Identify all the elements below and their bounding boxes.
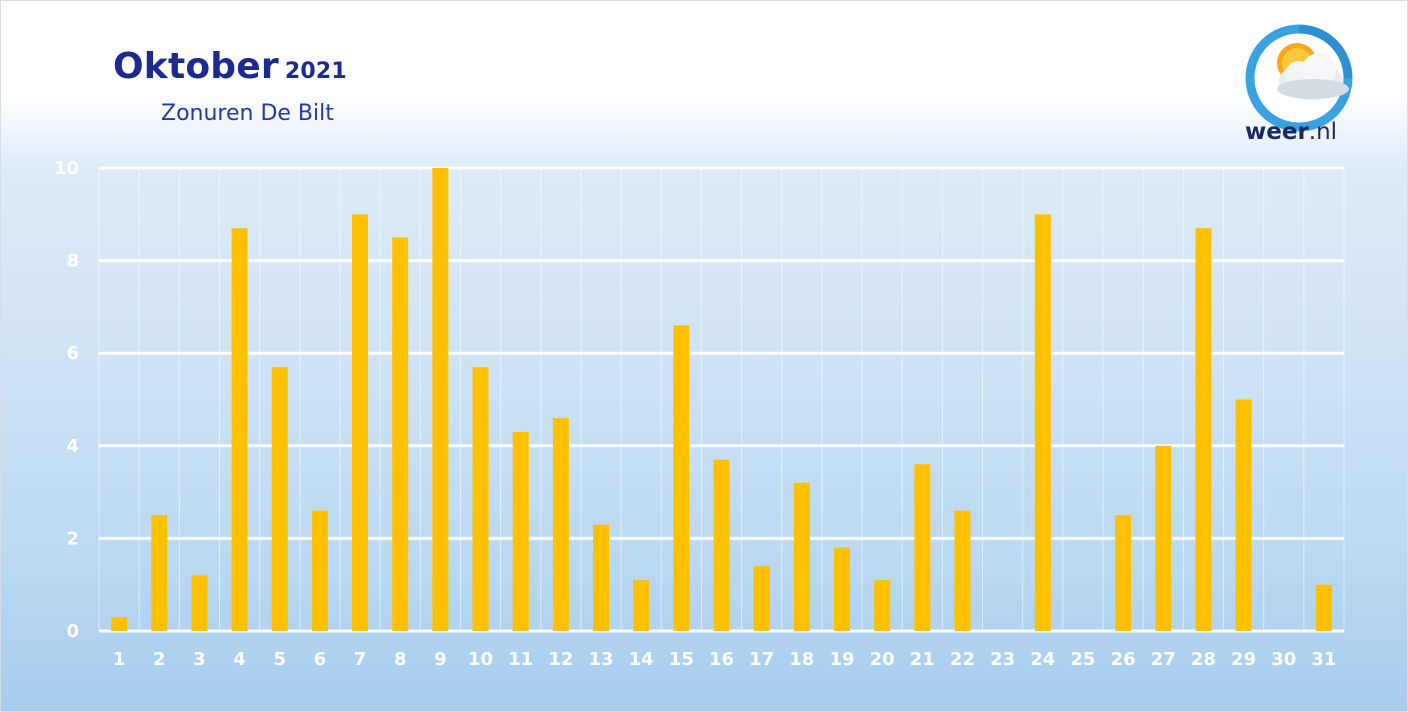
- bar-day-26: [1115, 515, 1132, 631]
- bar-day-6: [311, 510, 328, 631]
- x-tick-label: 21: [910, 649, 935, 670]
- x-tick-label: 2: [153, 649, 166, 670]
- x-tick-label: 28: [1191, 649, 1216, 670]
- y-tick-label: 0: [66, 621, 79, 642]
- bar-day-24: [1034, 214, 1051, 632]
- x-tick-label: 1: [113, 649, 126, 670]
- x-tick-label: 12: [548, 649, 573, 670]
- sun-cloud-icon: [1245, 24, 1353, 132]
- x-tick-label: 19: [829, 649, 854, 670]
- x-tick-label: 27: [1151, 649, 1176, 670]
- x-tick-label: 26: [1111, 649, 1136, 670]
- x-tick-label: 7: [354, 649, 367, 670]
- bar-day-20: [874, 580, 891, 631]
- y-tick-label: 6: [66, 343, 79, 364]
- x-tick-label: 10: [468, 649, 493, 670]
- bar-day-21: [914, 464, 931, 631]
- bar-day-15: [673, 325, 690, 631]
- x-tick-label: 25: [1070, 649, 1095, 670]
- bar-day-14: [633, 580, 650, 631]
- bar-day-17: [753, 566, 770, 631]
- x-tick-label: 14: [629, 649, 654, 670]
- x-tick-label: 9: [434, 649, 447, 670]
- bar-day-16: [713, 459, 730, 631]
- y-tick-label: 8: [66, 251, 79, 272]
- brand-logo-text: weer.nl: [1245, 119, 1337, 145]
- bar-day-4: [231, 228, 248, 631]
- x-tick-label: 4: [233, 649, 246, 670]
- y-tick-label: 2: [66, 528, 79, 549]
- bar-day-2: [151, 515, 168, 631]
- x-tick-label: 31: [1311, 649, 1336, 670]
- bar-day-11: [512, 431, 529, 631]
- x-tick-label: 6: [314, 649, 327, 670]
- x-tick-label: 11: [508, 649, 533, 670]
- bar-day-28: [1195, 228, 1212, 631]
- y-tick-label: 4: [66, 436, 79, 457]
- chart-subtitle: Zonuren De Bilt: [161, 101, 334, 126]
- bar-day-29: [1235, 399, 1252, 631]
- bar-day-7: [352, 214, 369, 632]
- x-tick-label: 8: [394, 649, 407, 670]
- x-tick-label: 18: [789, 649, 814, 670]
- bar-day-10: [472, 367, 489, 631]
- x-tick-label: 24: [1030, 649, 1055, 670]
- bar-day-22: [954, 510, 971, 631]
- bar-day-31: [1315, 584, 1332, 631]
- x-tick-label: 15: [669, 649, 694, 670]
- x-tick-label: 29: [1231, 649, 1256, 670]
- bar-day-3: [191, 575, 208, 631]
- x-tick-label: 3: [193, 649, 206, 670]
- x-tick-label: 20: [870, 649, 895, 670]
- y-tick-label: 10: [54, 158, 79, 179]
- brand-bold: weer: [1245, 119, 1309, 145]
- bar-day-13: [593, 524, 610, 631]
- bar-day-9: [432, 168, 449, 631]
- bar-day-19: [833, 547, 850, 631]
- x-tick-label: 17: [749, 649, 774, 670]
- x-tick-label: 23: [990, 649, 1015, 670]
- chart-title: Oktober 2021: [113, 49, 347, 85]
- x-tick-label: 30: [1271, 649, 1296, 670]
- bar-day-12: [552, 418, 569, 631]
- x-tick-label: 16: [709, 649, 734, 670]
- title-year: 2021: [284, 59, 347, 84]
- bar-day-8: [392, 237, 409, 631]
- title-month: Oktober: [113, 46, 279, 87]
- bar-day-27: [1155, 445, 1172, 631]
- brand-rest: .nl: [1308, 119, 1338, 145]
- bar-day-1: [111, 617, 128, 631]
- x-tick-label: 22: [950, 649, 975, 670]
- x-tick-label: 5: [273, 649, 286, 670]
- bar-day-18: [793, 482, 810, 631]
- x-tick-label: 13: [588, 649, 613, 670]
- bar-day-5: [271, 367, 288, 631]
